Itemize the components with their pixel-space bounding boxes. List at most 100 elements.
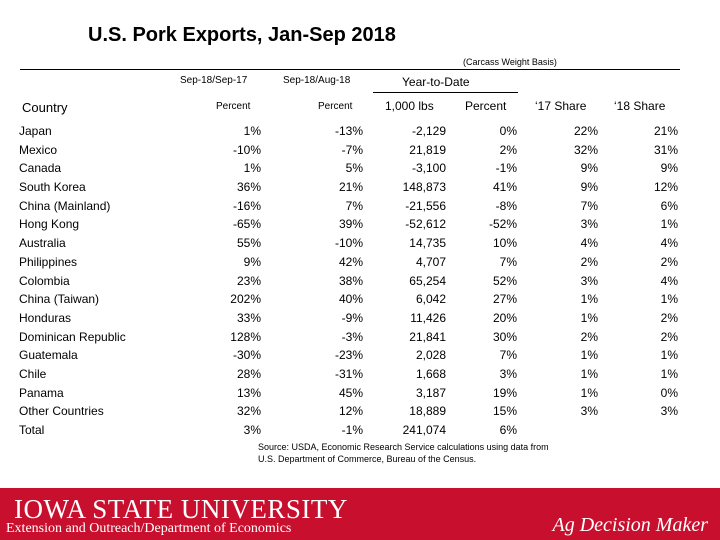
country-cell: Colombia	[19, 273, 70, 288]
sep-sep-cell: 202%	[230, 292, 261, 307]
header-percent-2: Percent	[318, 101, 353, 112]
ytd-percent-cell: -8%	[495, 198, 517, 213]
share18-cell: 1%	[660, 348, 678, 363]
lbs-cell: 65,254	[409, 273, 446, 288]
ytd-percent-cell: 19%	[492, 385, 517, 400]
sep-sep-cell: 33%	[236, 310, 261, 325]
table-row: Hong Kong -65% 39% -52,612 -52% 3% 1%	[0, 215, 720, 234]
share17-cell: 7%	[580, 198, 598, 213]
lbs-cell: 3,187	[415, 385, 446, 400]
lbs-cell: -2,129	[411, 124, 446, 138]
share17-cell: 1%	[580, 366, 598, 381]
sep-aug-cell: 39%	[338, 217, 363, 232]
ytd-percent-cell: 52%	[492, 273, 517, 288]
table-row: Philippines 9% 42% 4,707 7% 2% 2%	[0, 253, 720, 272]
country-cell: China (Taiwan)	[19, 292, 100, 307]
table-row: Chile 28% -31% 1,668 3% 1% 1%	[0, 365, 720, 384]
share17-cell: 3%	[580, 273, 598, 288]
lbs-cell: 18,889	[409, 404, 446, 419]
share18-cell: 12%	[653, 180, 678, 195]
ytd-percent-cell: 2%	[499, 142, 517, 157]
sep-aug-cell: -7%	[341, 142, 363, 157]
sep-sep-cell: -16%	[232, 198, 261, 213]
sep-sep-cell: 128%	[230, 329, 261, 344]
table-row: Japan 1% -13% -2,129 0% 22% 21%	[0, 122, 720, 141]
table-row: Honduras 33% -9% 11,426 20% 1% 2%	[0, 309, 720, 328]
sep-sep-cell: 28%	[236, 366, 261, 381]
sep-sep-cell: -30%	[232, 348, 261, 363]
header-share-17: ‘17 Share	[535, 99, 587, 113]
sep-sep-cell: 1%	[243, 124, 261, 138]
sep-aug-cell: -10%	[334, 236, 363, 251]
header-sep-vs-aug: Sep-18/Aug-18	[283, 75, 351, 86]
table-row: Panama 13% 45% 3,187 19% 1% 0%	[0, 384, 720, 403]
lbs-cell: 14,735	[409, 236, 446, 251]
share18-cell: 21%	[653, 124, 678, 138]
exports-table: Japan 1% -13% -2,129 0% 22% 21% Mexico -10% -7% 2…	[0, 122, 720, 440]
ytd-percent-cell: 41%	[492, 180, 517, 195]
share17-cell: 1%	[580, 292, 598, 307]
table-row: Guatemala -30% -23% 2,028 7% 1% 1%	[0, 346, 720, 365]
lbs-cell: -3,100	[411, 161, 446, 176]
sep-sep-cell: 36%	[236, 180, 261, 195]
ytd-percent-cell: 15%	[492, 404, 517, 419]
sep-sep-cell: -10%	[232, 142, 261, 157]
ytd-percent-cell: 0%	[499, 124, 517, 138]
header-percent-3: Percent	[465, 99, 507, 113]
sep-aug-cell: 38%	[338, 273, 363, 288]
header-ytd: Year-to-Date	[402, 75, 470, 89]
share18-cell: 2%	[660, 329, 678, 344]
ytd-percent-cell: 10%	[492, 236, 517, 251]
share18-cell: 2%	[660, 254, 678, 269]
lbs-cell: 1,668	[415, 366, 446, 381]
sep-aug-cell: -3%	[341, 329, 363, 344]
table-row: South Korea 36% 21% 148,873 41% 9% 12%	[0, 178, 720, 197]
share18-cell: 2%	[660, 310, 678, 325]
sep-aug-cell: 21%	[338, 180, 363, 195]
share17-cell: 2%	[580, 329, 598, 344]
lbs-cell: 11,426	[410, 310, 446, 325]
share17-cell: 1%	[580, 385, 598, 400]
sep-sep-cell: 55%	[236, 236, 261, 251]
ytd-percent-cell: 27%	[492, 292, 517, 307]
share18-cell: 1%	[660, 366, 678, 381]
header-country: Country	[22, 100, 68, 115]
header-percent-1: Percent	[216, 101, 251, 112]
lbs-cell: 148,873	[402, 180, 446, 195]
country-cell: China (Mainland)	[19, 198, 111, 213]
table-row: Canada 1% 5% -3,100 -1% 9% 9%	[0, 159, 720, 178]
table-row: China (Taiwan) 202% 40% 6,042 27% 1% 1%	[0, 290, 720, 309]
share17-cell: 3%	[580, 217, 598, 232]
country-cell: Chile	[19, 366, 47, 381]
lbs-cell: 241,074	[402, 423, 446, 437]
sep-aug-cell: 42%	[338, 254, 363, 269]
country-cell: Canada	[19, 161, 62, 176]
ytd-percent-cell: 6%	[499, 423, 517, 437]
country-cell: South Korea	[19, 180, 86, 195]
lbs-cell: -52,612	[405, 217, 446, 232]
sep-aug-cell: -23%	[334, 348, 363, 363]
lbs-cell: 4,707	[415, 254, 446, 269]
sep-aug-cell: 12%	[338, 404, 363, 419]
table-row: Other Countries 32% 12% 18,889 15% 3% 3%	[0, 402, 720, 421]
country-cell: Other Countries	[19, 404, 104, 419]
share18-cell: 4%	[660, 236, 678, 251]
sep-aug-cell: -1%	[341, 423, 363, 437]
country-cell: Panama	[19, 385, 64, 400]
sep-sep-cell: -65%	[232, 217, 261, 232]
sep-sep-cell: 3%	[243, 423, 261, 437]
source-note: Source: USDA, Economic Research Service …	[258, 441, 549, 465]
header-rule-left	[20, 69, 180, 70]
country-cell: Mexico	[19, 142, 58, 157]
lbs-cell: 21,841	[409, 329, 446, 344]
ytd-percent-cell: 30%	[492, 329, 517, 344]
share18-cell: 1%	[660, 292, 678, 307]
share17-cell: 1%	[580, 348, 598, 363]
share17-cell: 22%	[573, 124, 598, 138]
ag-decision-maker-logo: Ag Decision Maker	[552, 514, 708, 536]
share18-cell: 9%	[660, 161, 678, 176]
header-lbs: 1,000 lbs	[385, 99, 434, 113]
share17-cell: 3%	[580, 404, 598, 419]
table-row-total: Total 3% -1% 241,074 6%	[0, 421, 720, 440]
country-cell: Japan	[19, 124, 52, 138]
